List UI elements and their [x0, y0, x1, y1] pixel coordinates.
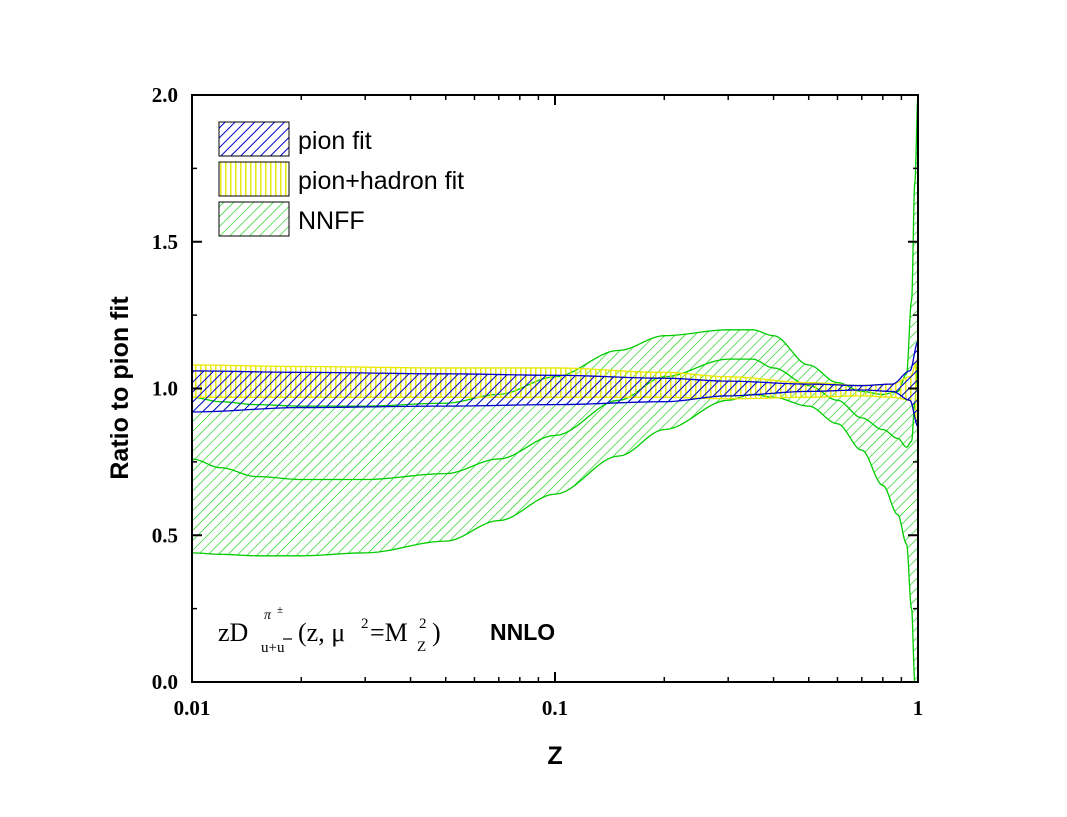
y-tick-label: 1.5: [152, 230, 178, 254]
central-line-nnff: [192, 358, 918, 481]
legend-swatch: [218, 121, 290, 157]
formula-close: ): [432, 618, 441, 647]
y-tick-label: 0.5: [152, 523, 178, 547]
svg-text:±: ±: [277, 604, 283, 616]
formula-sup-pi: π: [264, 608, 272, 623]
svg-text:Z: Z: [417, 639, 426, 655]
legend-swatch: [218, 201, 290, 237]
formula-sq2: 2: [419, 616, 427, 632]
legend-label: pion+hadron fit: [298, 167, 464, 195]
x-tick-label: 1: [913, 696, 924, 720]
formula-eqm: =M: [370, 618, 408, 647]
bands-layer: [192, 95, 918, 682]
axes-layer: [191, 94, 919, 683]
svg-text:): ): [432, 618, 441, 647]
formula-sub-uu: u+u: [261, 640, 285, 656]
svg-text:=M: =M: [370, 618, 408, 647]
y-tick-label: 0.0: [152, 670, 178, 694]
formula-subz: Z: [417, 639, 426, 655]
y-axis-title: Ratio to pion fit: [106, 296, 134, 480]
legend: pion fit pion+hadron fit NNFF: [218, 121, 464, 237]
band-pion-fit: [192, 341, 918, 427]
svg-text:u+u: u+u: [261, 640, 285, 656]
formula-sup-pm: ±: [277, 604, 283, 616]
legend-label: pion fit: [298, 127, 372, 155]
svg-text:π: π: [264, 608, 272, 623]
legend-label: NNFF: [298, 207, 365, 235]
svg-text:zD: zD: [218, 618, 248, 647]
formula-sq1: 2: [361, 616, 369, 632]
svg-text:2: 2: [419, 616, 427, 632]
formula-zd: zD: [218, 618, 248, 647]
x-tick-label: 0.01: [174, 696, 211, 720]
y-tick-label: 2.0: [152, 83, 178, 107]
x-axis-title: Z: [547, 742, 562, 770]
formula-annotation: zD π ± u+u (z, μ 2 =M 2 Z ): [218, 604, 441, 656]
formula-args: (z, μ: [298, 618, 345, 647]
svg-text:2: 2: [361, 616, 369, 632]
order-label: NNLO: [490, 619, 555, 645]
ticks-layer: [191, 94, 919, 683]
legend-swatch: [218, 161, 290, 197]
x-tick-label: 0.1: [542, 696, 568, 720]
band-upper-edge-pion-fit: [192, 341, 918, 387]
tick-labels-layer: 0.0 0.5 1.0 1.5 2.0 0.01 0.1 1: [152, 83, 924, 720]
band-lower-edge-pion-fit: [192, 389, 918, 428]
svg-text:(z, μ: (z, μ: [298, 618, 345, 647]
y-tick-label: 1.0: [152, 377, 178, 401]
